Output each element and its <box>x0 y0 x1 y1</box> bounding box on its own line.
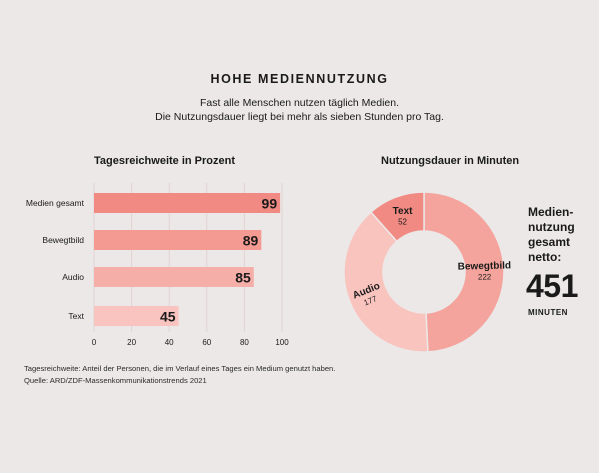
bar-value-label: 89 <box>243 233 259 249</box>
x-tick-label: 0 <box>92 338 97 347</box>
x-tick-label: 80 <box>240 338 249 347</box>
donut-category-label: Text <box>393 206 413 217</box>
donut-slice-bewegtbild <box>423 191 505 353</box>
category-label: Medien gesamt <box>26 198 85 208</box>
x-tick-label: 100 <box>275 338 289 347</box>
category-label: Bewegtbild <box>42 235 84 245</box>
x-tick-label: 40 <box>165 338 174 347</box>
donut-slice-text <box>369 191 425 243</box>
total-usage-label-line-3: gesamt <box>528 235 571 249</box>
bar-bewegtbild <box>94 230 262 250</box>
total-usage-label-line-4: netto: <box>528 250 562 264</box>
donut-category-label: Bewegtbild <box>458 260 512 272</box>
bar-medien-gesamt <box>94 193 281 213</box>
subtitle-line-2: Die Nutzungsdauer liegt bei mehr als sie… <box>155 111 444 123</box>
bar-value-label: 45 <box>160 309 176 325</box>
subtitle-line-1: Fast alle Menschen nutzen täglich Medien… <box>199 97 400 109</box>
bar-value-label: 85 <box>235 270 251 286</box>
total-usage-unit: MINUTEN <box>528 308 568 317</box>
total-usage-label-line-2: nutzung <box>528 220 575 234</box>
bar-value-label: 99 <box>262 196 278 212</box>
footnote: Tagesreichweite: Anteil der Personen, di… <box>24 363 335 387</box>
donut-slice-audio <box>343 211 429 353</box>
donut-value-label: 52 <box>398 217 407 226</box>
page-title: HOHE MEDIENNUTZUNG <box>210 72 389 86</box>
footnote-source: Quelle: ARD/ZDF-Massenkommunikationstren… <box>24 376 207 385</box>
bar-audio <box>94 267 254 287</box>
bar-chart-title: Tagesreichweite in Prozent <box>94 155 236 167</box>
total-usage-label: Medien- nutzung gesamt netto: <box>528 205 575 265</box>
total-usage-value: 451 <box>526 268 578 304</box>
category-label: Text <box>68 311 84 321</box>
footnote-definition: Tagesreichweite: Anteil der Personen, di… <box>24 364 336 373</box>
x-tick-label: 60 <box>202 338 211 347</box>
page-subtitle: Fast alle Menschen nutzen täglich Medien… <box>0 96 599 124</box>
bar-text <box>94 306 179 326</box>
donut-value-label: 222 <box>478 272 492 281</box>
donut-chart-title: Nutzungsdauer in Minuten <box>381 155 520 167</box>
x-tick-label: 20 <box>127 338 136 347</box>
category-label: Audio <box>62 272 84 282</box>
total-usage-label-line-1: Medien- <box>528 205 574 219</box>
